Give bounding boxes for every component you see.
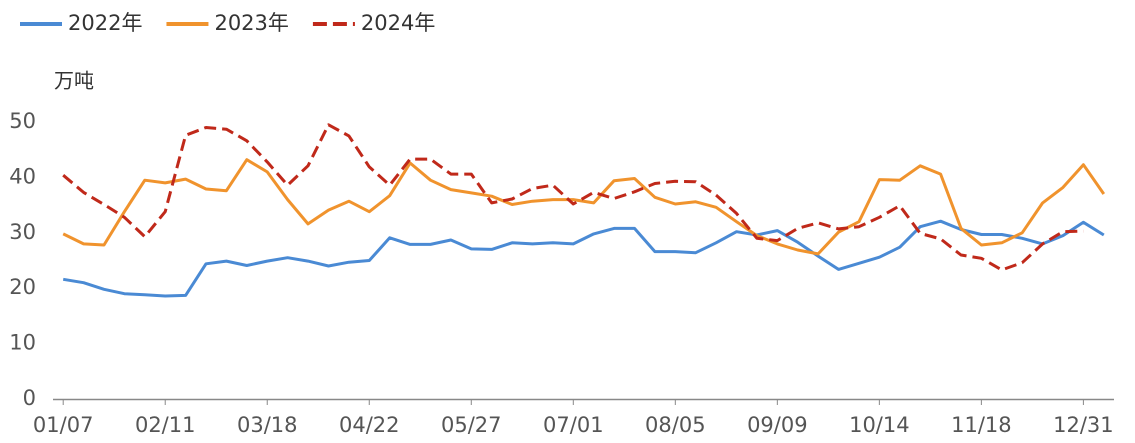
x-tick-label: 07/01 — [543, 413, 604, 437]
x-tick-label: 09/09 — [747, 413, 808, 437]
x-tick-label: 05/27 — [441, 413, 502, 437]
legend-label: 2023年 — [214, 11, 288, 35]
series-line — [62, 219, 1105, 298]
y-tick-label: 10 — [9, 331, 36, 355]
x-tick-label: 02/11 — [135, 413, 196, 437]
legend-label: 2024年 — [361, 11, 435, 35]
x-tick-label: 08/05 — [645, 413, 706, 437]
y-tick-label: 0 — [23, 386, 36, 410]
y-tick-label: 30 — [9, 220, 36, 244]
x-tick-label: 10/14 — [849, 413, 910, 437]
series-line — [62, 158, 1106, 256]
y-tick-label: 20 — [9, 275, 36, 299]
x-tick-label: 01/07 — [33, 413, 94, 437]
x-tick-label: 04/22 — [339, 413, 400, 437]
series-line — [62, 123, 1084, 272]
x-tick-label: 11/18 — [951, 413, 1012, 437]
legend-label: 2022年 — [68, 11, 142, 35]
y-axis-label: 万吨 — [54, 69, 94, 93]
x-tick-label: 03/18 — [237, 413, 298, 437]
y-tick-label: 40 — [9, 164, 36, 188]
y-tick-label: 50 — [9, 109, 36, 133]
x-tick-label: 12/31 — [1053, 413, 1114, 437]
